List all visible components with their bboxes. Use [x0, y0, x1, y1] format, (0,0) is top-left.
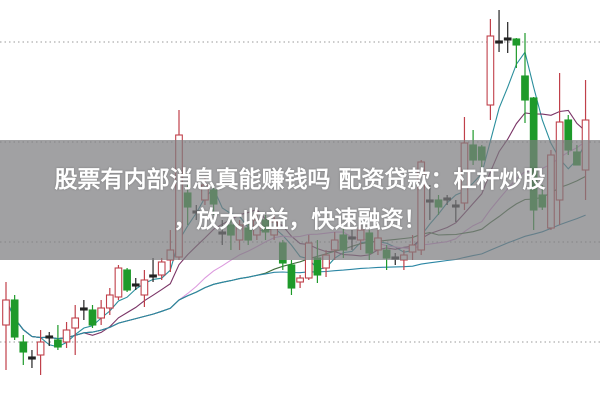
candle-body [45, 335, 54, 339]
title-banner: 股票有内部消息真能赚钱吗 配资贷款：杠杆炒股 ，放大收益，快速融资！ [0, 140, 600, 260]
candle-body [36, 341, 45, 356]
candle-body [521, 75, 529, 101]
candle-body [140, 279, 149, 296]
candle-body [495, 40, 503, 44]
candle-body [105, 294, 114, 309]
candle-body [131, 283, 140, 287]
candle-body [2, 299, 10, 326]
candle-body [54, 339, 62, 348]
candle-body [10, 299, 19, 338]
candle-body [313, 257, 322, 276]
candle-body [62, 329, 71, 343]
candle-body [149, 274, 157, 278]
candle-body [123, 269, 131, 291]
candle-body [486, 35, 495, 106]
banner-line-2: ，放大收益，快速融资！ [173, 207, 427, 233]
candle-body [157, 261, 166, 276]
candle-body [512, 38, 521, 46]
candle-body [71, 317, 80, 329]
candle-body [88, 309, 97, 326]
banner-line-1: 股票有内部消息真能赚钱吗 配资贷款：杠杆炒股 [54, 167, 546, 193]
candle-body [97, 307, 105, 319]
candle-body [114, 267, 123, 298]
candle-body [19, 341, 28, 353]
candle-body [296, 277, 304, 283]
candle-body [80, 307, 88, 311]
candle-body [287, 264, 296, 289]
candle-body [503, 37, 512, 41]
candle-body [28, 356, 36, 360]
